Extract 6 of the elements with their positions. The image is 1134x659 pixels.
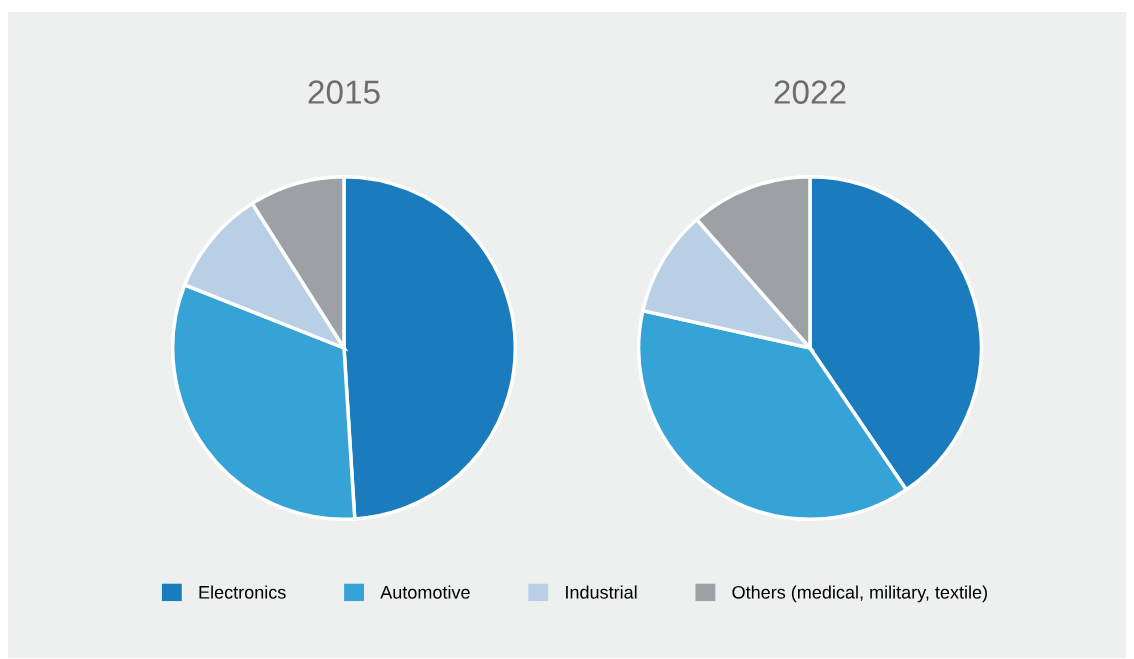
legend-label: Automotive (380, 585, 470, 599)
legend-label: Industrial (566, 585, 637, 599)
chart-title: 2022 (774, 80, 846, 104)
chart-title: 2015 (308, 80, 380, 104)
legend-label: Electronics (199, 585, 286, 599)
legend-label: Others (medical, military, textile) (732, 585, 987, 603)
